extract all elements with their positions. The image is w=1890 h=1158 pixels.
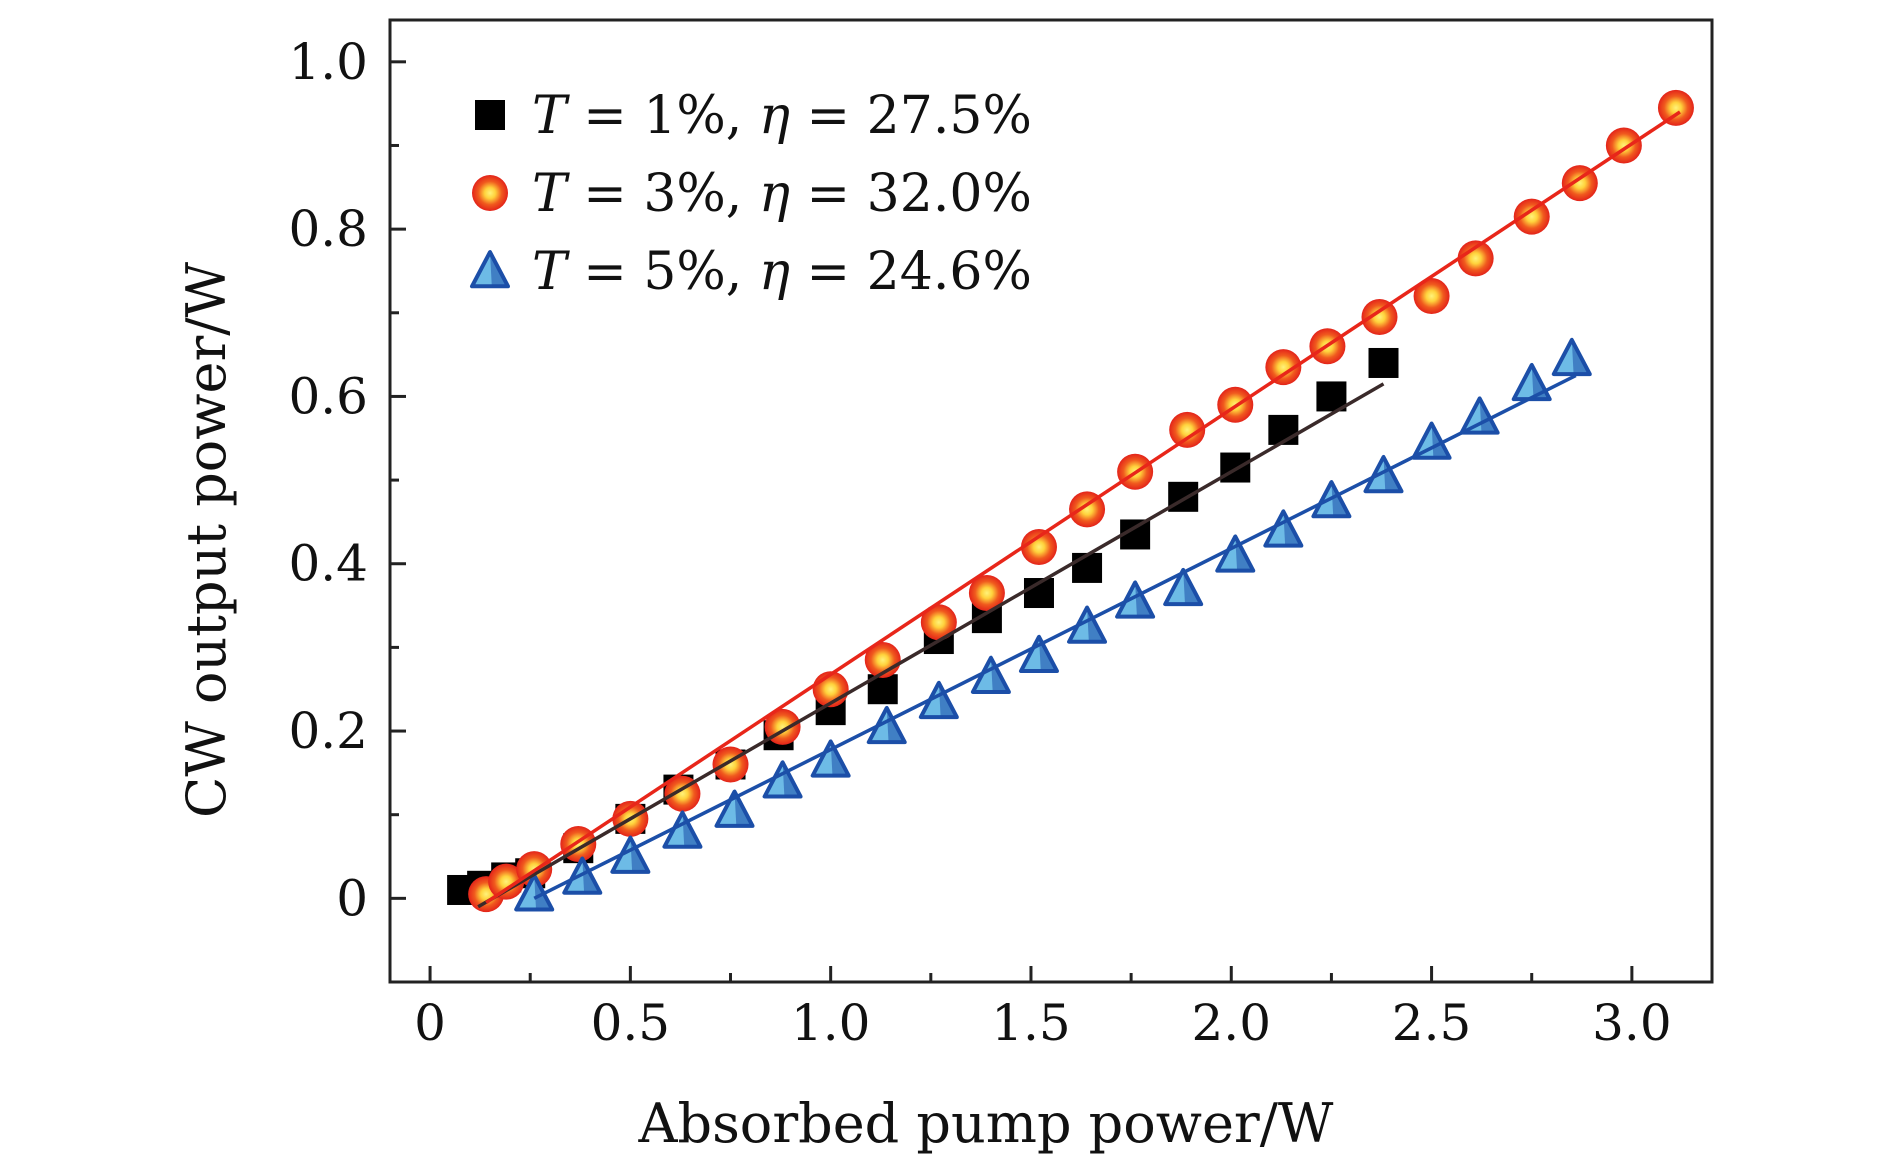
circle-point [1457, 240, 1494, 277]
circle-point [1657, 89, 1694, 126]
triangle-point-shade [782, 762, 801, 797]
legend: T = 1%, η = 27.5%T = 3%, η = 32.0%T = 5%… [470, 86, 1032, 302]
y-tick-label: 0 [336, 869, 368, 927]
y-tick-label: 0.6 [288, 367, 368, 425]
y-tick-label: 0.2 [288, 702, 368, 760]
plot-frame [388, 18, 1714, 984]
square-point [1368, 347, 1399, 378]
legend-label-part: T [532, 164, 570, 224]
x-tick-label: 0 [414, 994, 446, 1052]
legend-label-part: = 3%, [567, 164, 759, 224]
triangle-point-shade [1383, 457, 1402, 492]
square-point [1072, 552, 1103, 583]
x-tick-label: 0.5 [591, 994, 671, 1052]
fit-line-circle [485, 110, 1681, 904]
triangle-point-shade [1135, 582, 1154, 617]
triangle-point-shade [1571, 339, 1590, 375]
legend-label: T = 1%, η = 27.5% [532, 86, 1032, 146]
y-tick-label: 1.0 [288, 33, 368, 91]
legend-label-part: = 5%, [567, 242, 759, 302]
legend-label-part: η [759, 86, 790, 146]
legend-label: T = 5%, η = 24.6% [532, 242, 1032, 302]
legend-label-part: η [759, 242, 790, 302]
circle-point [1169, 411, 1206, 448]
circle-point [1361, 298, 1398, 335]
triangle-point-shade [1479, 398, 1498, 433]
legend-label-part: = 27.5% [790, 86, 1032, 146]
legend-label-part: T [532, 86, 570, 146]
circle-point [920, 604, 957, 641]
legend-item: T = 1%, η = 27.5% [475, 86, 1032, 146]
fit-lines [477, 110, 1681, 909]
legend-label-part: T [532, 242, 570, 302]
legend-item: T = 3%, η = 32.0% [472, 164, 1032, 224]
triangle-point-shade [938, 682, 957, 718]
legend-marker-square [475, 100, 505, 130]
legend-label-part: = 1%, [567, 86, 759, 146]
x-tick-label: 2.0 [1192, 994, 1272, 1052]
triangle-point-shade [1183, 569, 1202, 605]
circle-point [968, 575, 1005, 612]
legend-label-part: η [759, 164, 790, 224]
y-tick-label: 0.8 [288, 200, 368, 258]
axis-tick-labels: 0 0.5 1.0 1.5 2.0 2.5 3.0 0 0.2 0.4 0.6 0.8 1.0 [288, 33, 1671, 1052]
legend-marker-circle [472, 175, 508, 211]
triangle-point-shade [830, 741, 849, 776]
circle-point [1020, 529, 1057, 566]
triangle-point-shade [886, 707, 905, 743]
circle-point [1413, 278, 1450, 315]
legend-label-part: = 24.6% [790, 242, 1032, 302]
circle-point [1265, 349, 1302, 386]
fit-line-square [477, 382, 1385, 909]
axis-ticks [390, 60, 1634, 982]
triangle-point-shade [1431, 423, 1450, 458]
triangle-point-shade [1331, 482, 1350, 517]
x-tick-label: 1.5 [991, 994, 1071, 1052]
triangle-point-shade [1087, 607, 1106, 642]
x-tick-label: 3.0 [1592, 994, 1672, 1052]
circle-point [1513, 198, 1550, 235]
x-tick-label: 2.5 [1392, 994, 1472, 1052]
triangle-point-shade [734, 791, 753, 826]
legend-item: T = 5%, η = 24.6% [470, 242, 1032, 302]
x-tick-label: 1.0 [791, 994, 871, 1052]
data-markers [447, 89, 1694, 913]
fit-line-triangle [533, 373, 1577, 900]
legend-label-part: = 32.0% [790, 164, 1032, 224]
triangle-point-shade [1038, 636, 1057, 672]
circle-point [488, 863, 525, 900]
legend-label: T = 3%, η = 32.0% [532, 164, 1032, 224]
y-tick-label: 0.4 [288, 535, 368, 593]
legend-marker-triangle-shade [490, 252, 508, 287]
y-axis-title: CW output power/W [175, 262, 238, 818]
series-triangle [514, 337, 1592, 912]
x-axis-title: Absorbed pump power/W [638, 1092, 1334, 1155]
triangle-point-shade [682, 812, 701, 847]
triangle-point-shade [582, 858, 601, 893]
